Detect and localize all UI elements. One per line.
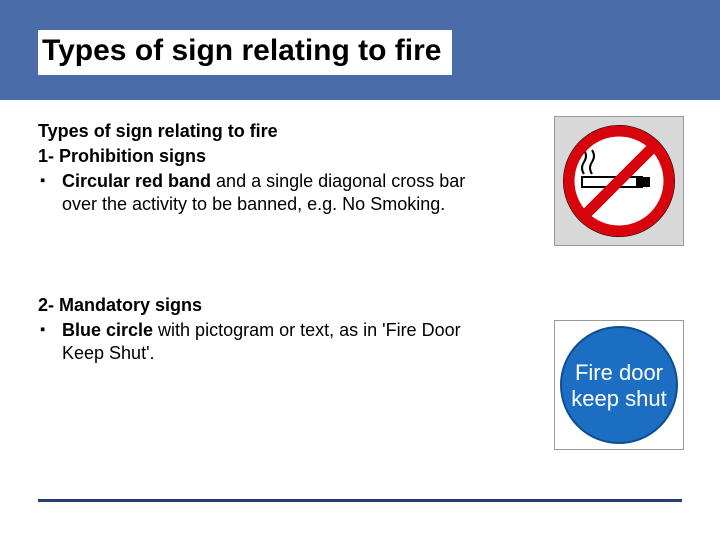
prohibition-sign-image — [554, 116, 684, 246]
fire-door-keep-shut-icon: Fire door keep shut — [558, 324, 680, 446]
section2-bullet: ▪ Blue circle with pictogram or text, as… — [40, 319, 468, 365]
bullet-square-icon: ▪ — [40, 319, 62, 342]
section1-bullet-text: Circular red band and a single diagonal … — [62, 170, 468, 216]
no-smoking-icon — [560, 122, 678, 240]
sign2-line1: Fire door — [575, 360, 663, 385]
header-band: Types of sign relating to fire — [0, 0, 720, 100]
footer-divider — [38, 499, 682, 502]
content-subtitle: Types of sign relating to fire — [38, 120, 468, 143]
section1-bullet-bold: Circular red band — [62, 171, 211, 191]
section2-bullet-text: Blue circle with pictogram or text, as i… — [62, 319, 468, 365]
section2-bullet-bold: Blue circle — [62, 320, 153, 340]
body-content: Types of sign relating to fire 1- Prohib… — [38, 120, 468, 365]
section2-heading: 2- Mandatory signs — [38, 294, 468, 317]
mandatory-sign-image: Fire door keep shut — [554, 320, 684, 450]
bullet-square-icon: ▪ — [40, 170, 62, 193]
section1-heading: 1- Prohibition signs — [38, 145, 468, 168]
slide-title: Types of sign relating to fire — [38, 30, 452, 75]
section1-bullet: ▪ Circular red band and a single diagona… — [40, 170, 468, 216]
sign2-line2: keep shut — [571, 386, 666, 411]
